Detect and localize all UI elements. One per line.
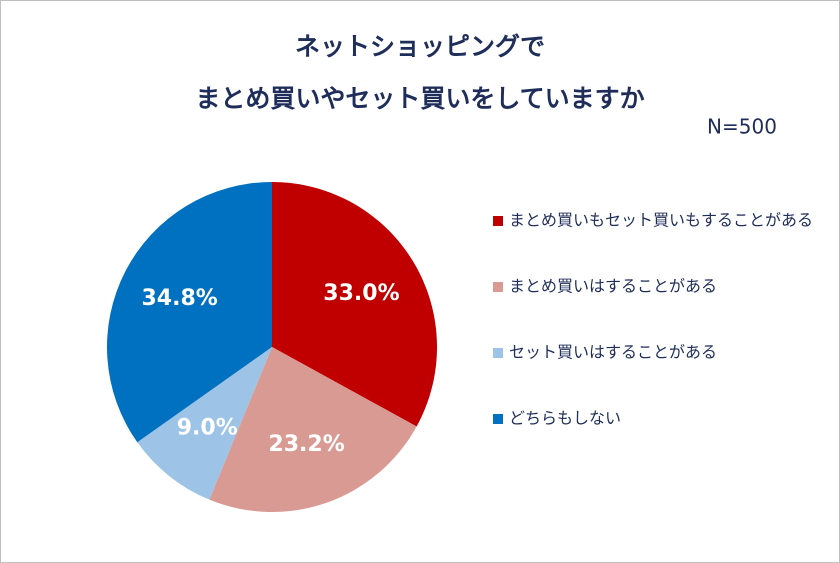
data-label: 9.0%	[177, 415, 238, 440]
legend-label: セット買いはすることがある	[509, 343, 717, 362]
legend-label: まとめ買いもセット買いもすることがある	[509, 211, 813, 230]
legend-swatch	[493, 216, 503, 226]
chart-subtitle: N=500	[707, 115, 777, 139]
chart-title: まとめ買いやセット買いをしていますか	[195, 84, 644, 113]
legend-swatch	[493, 348, 503, 358]
legend: まとめ買いもセット買いもすることがあるまとめ買いはすることがあるセット買いはする…	[493, 211, 813, 428]
pie-slice	[106, 182, 273, 443]
pie-slice	[209, 347, 417, 512]
pie-slice	[137, 347, 272, 500]
legend-swatch	[493, 282, 503, 292]
pie: 33.0% 23.2% 9.0% 34.8%	[106, 182, 437, 512]
data-label: 23.2%	[268, 432, 344, 457]
data-label: 34.8%	[142, 286, 218, 311]
chart-title: ネットショッピングで	[295, 32, 545, 61]
pie-slice	[272, 182, 437, 427]
legend-label: まとめ買いはすることがある	[509, 277, 717, 296]
legend-label: どちらもしない	[509, 409, 621, 428]
data-label: 33.0%	[323, 281, 399, 306]
legend-swatch	[493, 414, 503, 424]
